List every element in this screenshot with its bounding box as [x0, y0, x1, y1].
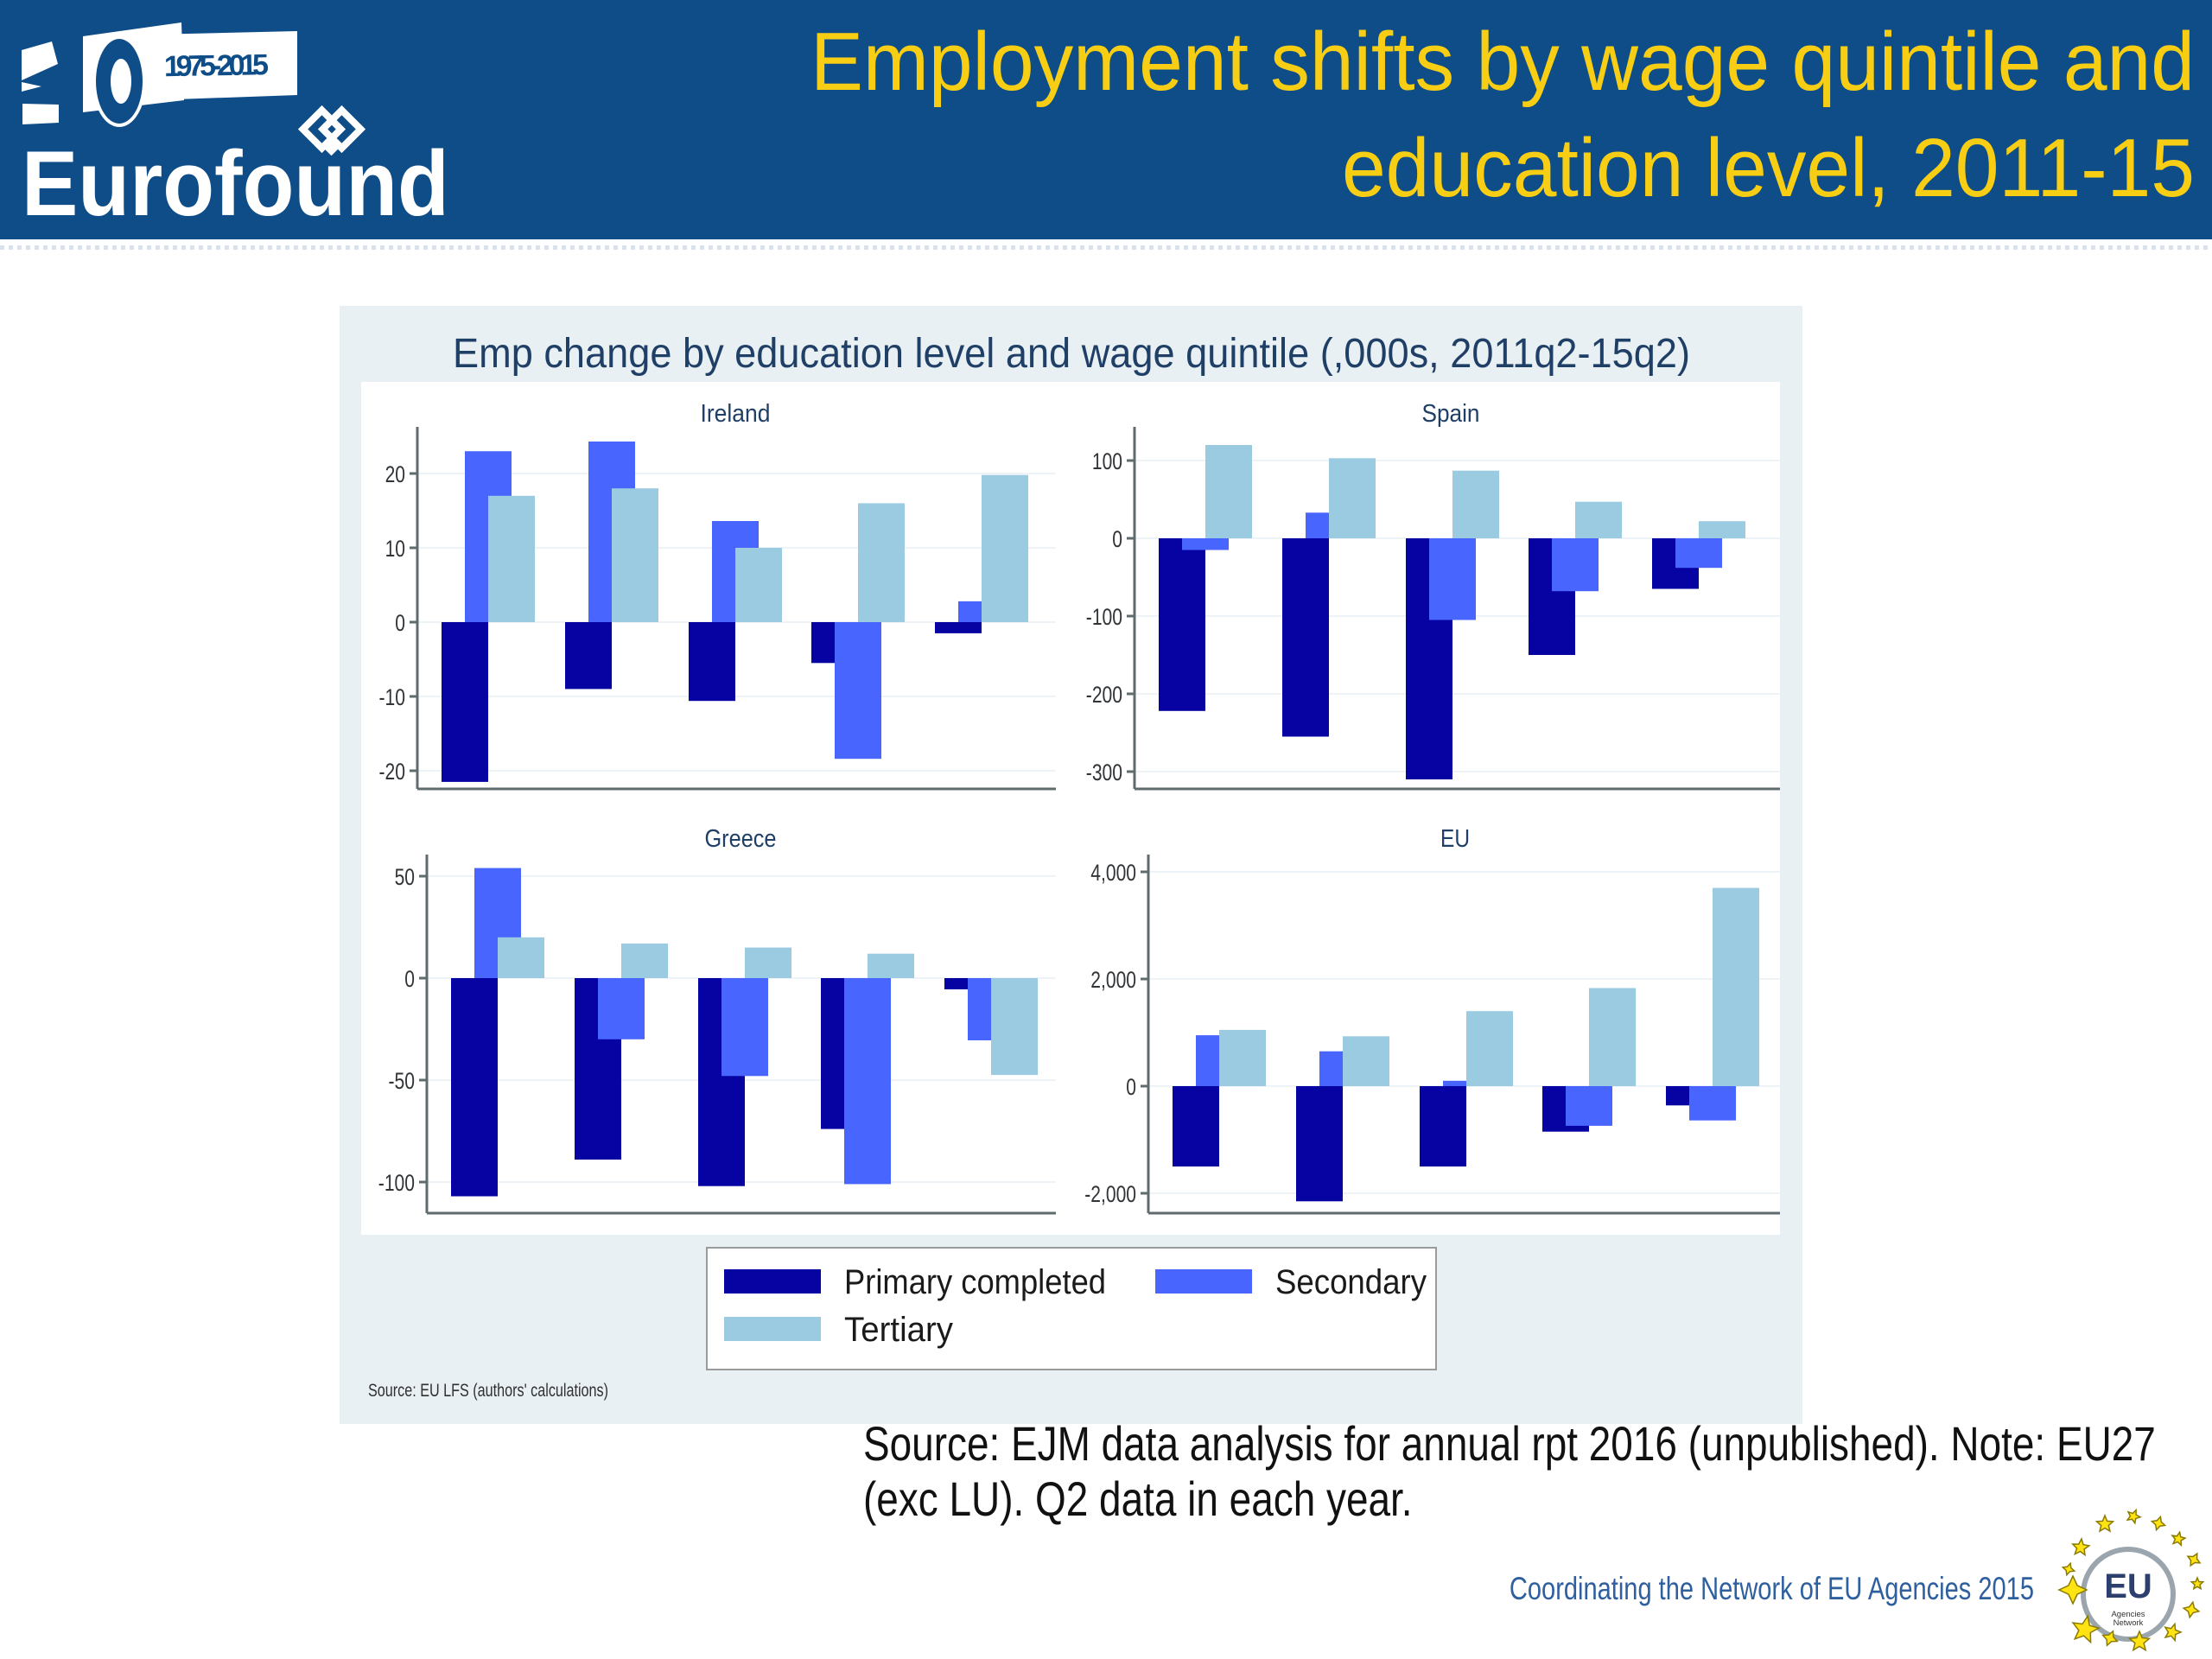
- svg-text:Greece: Greece: [705, 825, 777, 853]
- svg-text:Ireland: Ireland: [701, 400, 771, 428]
- svg-text:10: 10: [385, 536, 405, 562]
- svg-text:0: 0: [395, 610, 405, 636]
- svg-text:Spain: Spain: [1422, 400, 1480, 428]
- svg-text:Network: Network: [2113, 1618, 2144, 1628]
- svg-text:-2,000: -2,000: [1084, 1181, 1136, 1207]
- svg-text:0: 0: [404, 966, 415, 992]
- svg-text:EU: EU: [1440, 825, 1470, 853]
- svg-text:EU: EU: [2104, 1567, 2152, 1605]
- svg-text:Primary completed: Primary completed: [844, 1263, 1106, 1301]
- svg-text:-100: -100: [1086, 604, 1122, 630]
- svg-text:Eurofound: Eurofound: [22, 131, 449, 228]
- svg-text:Agencies: Agencies: [2111, 1610, 2145, 1619]
- svg-text:50: 50: [395, 864, 415, 890]
- svg-text:Source: EU LFS (authors' calcu: Source: EU LFS (authors' calculations): [368, 1381, 608, 1401]
- svg-text:Secondary: Secondary: [1275, 1263, 1427, 1301]
- svg-text:2,000: 2,000: [1090, 967, 1136, 993]
- svg-text:20: 20: [385, 461, 405, 487]
- svg-text:-200: -200: [1086, 682, 1122, 708]
- svg-text:-100: -100: [378, 1170, 415, 1196]
- svg-text:100: 100: [1092, 448, 1122, 474]
- svg-text:-20: -20: [379, 759, 406, 785]
- svg-text:1975-2015: 1975-2015: [164, 48, 270, 83]
- svg-text:Tertiary: Tertiary: [844, 1311, 953, 1349]
- svg-text:-300: -300: [1086, 760, 1122, 785]
- svg-text:0: 0: [1112, 526, 1122, 552]
- svg-text:4,000: 4,000: [1090, 860, 1136, 886]
- svg-text:Emp change by education level: Emp change by education level and wage q…: [453, 331, 1690, 377]
- svg-text:-50: -50: [389, 1068, 416, 1094]
- svg-text:0: 0: [1126, 1074, 1136, 1100]
- svg-text:-10: -10: [379, 684, 406, 710]
